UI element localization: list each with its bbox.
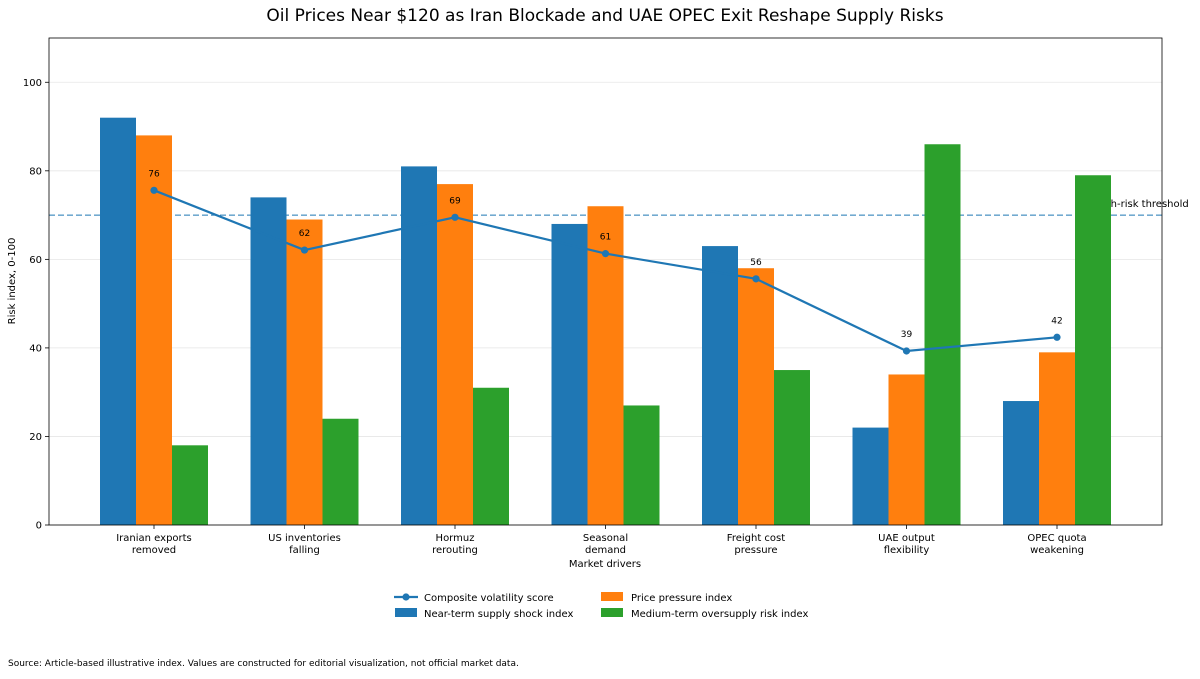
bar (774, 370, 810, 525)
composite-point (451, 213, 459, 221)
bar (888, 374, 925, 525)
x-tick-label-line: flexibility (884, 545, 930, 556)
bar (136, 135, 172, 525)
bar (322, 418, 359, 525)
y-tick-label: 60 (29, 255, 42, 266)
legend-line-point (402, 593, 410, 601)
bar (852, 427, 889, 525)
x-tick-label-line: pressure (734, 545, 777, 556)
composite-value-label: 61 (600, 233, 611, 243)
bar (172, 445, 208, 525)
y-tick-label: 80 (29, 166, 42, 177)
x-tick-label-line: Iranian exports (116, 533, 192, 544)
bar (473, 387, 509, 525)
composite-point (1053, 333, 1061, 341)
x-tick-label-line: rerouting (432, 545, 478, 556)
legend-swatch (395, 608, 417, 617)
bar (100, 117, 136, 525)
x-tick-label-line: Hormuz (436, 533, 475, 544)
legend-label: Near-term supply shock index (424, 609, 573, 620)
legend-swatch (601, 608, 623, 617)
bar (623, 405, 660, 525)
x-axis-label: Market drivers (569, 559, 641, 570)
y-axis-label: Risk index, 0-100 (7, 238, 18, 325)
composite-point (902, 347, 911, 355)
bar (1003, 401, 1039, 525)
bar (437, 184, 473, 525)
x-tick-label: Seasonal demand (583, 533, 628, 556)
composite-value-label: 76 (148, 169, 160, 179)
x-tick-label-line: demand (585, 545, 626, 556)
y-tick-label: 40 (29, 343, 42, 354)
composite-value-label: 42 (1051, 316, 1062, 326)
y-axis: 0 20 40 60 80 100 (23, 78, 49, 532)
legend: Composite volatility score Near-term supp… (394, 592, 808, 620)
y-tick-label: 100 (23, 78, 42, 89)
y-tick-label: 20 (29, 432, 42, 443)
x-tick-label: Freight cost pressure (727, 533, 785, 556)
composite-value-label: 39 (901, 330, 913, 340)
bar (702, 246, 738, 525)
x-tick-label: US inventories falling (268, 533, 341, 556)
x-tick-label-line: US inventories (268, 533, 341, 544)
x-tick-label-line: Seasonal (583, 533, 628, 544)
x-tick-label-line: OPEC quota (1027, 533, 1086, 544)
bar (250, 197, 287, 525)
legend-label: Price pressure index (631, 593, 732, 604)
legend-swatch (601, 592, 623, 601)
x-tick-label-line: falling (289, 545, 320, 556)
y-tick-label: 0 (36, 521, 42, 532)
composite-line-group: 76 62 69 61 56 39 42 (148, 169, 1063, 355)
x-tick-label-line: weakening (1030, 545, 1084, 556)
x-tick-label: Hormuz rerouting (432, 533, 478, 556)
bar (924, 144, 961, 525)
x-tick-label-line: removed (132, 545, 176, 556)
threshold-label: High-risk threshold (1094, 199, 1189, 210)
x-tick-label-line: Freight cost (727, 533, 785, 544)
x-tick-label: Iranian exports removed (116, 533, 192, 556)
composite-value-label: 69 (449, 196, 461, 206)
composite-point (150, 186, 158, 194)
x-tick-label: UAE output flexibility (878, 533, 935, 556)
bar (1039, 352, 1075, 525)
legend-label: Composite volatility score (424, 593, 554, 604)
bars-group (100, 117, 1111, 526)
bar (587, 206, 624, 525)
bar (738, 268, 774, 525)
source-note: Source: Article-based illustrative index… (8, 659, 519, 669)
bar (401, 166, 437, 525)
composite-value-label: 62 (299, 229, 310, 239)
x-tick-label-line: UAE output (878, 533, 935, 544)
composite-point (752, 275, 760, 283)
composite-value-label: 56 (750, 258, 762, 268)
bar (286, 219, 323, 525)
legend-label: Medium-term oversupply risk index (631, 609, 808, 620)
composite-point (300, 246, 309, 254)
x-tick-label: OPEC quota weakening (1027, 533, 1086, 556)
chart-title: Oil Prices Near $120 as Iran Blockade an… (266, 6, 943, 26)
bar (551, 223, 588, 526)
bar (1075, 175, 1111, 525)
x-axis: Iranian exports removed US inventories fall… (116, 525, 1087, 556)
composite-point (601, 250, 610, 258)
threshold-group: High-risk threshold (49, 199, 1189, 216)
